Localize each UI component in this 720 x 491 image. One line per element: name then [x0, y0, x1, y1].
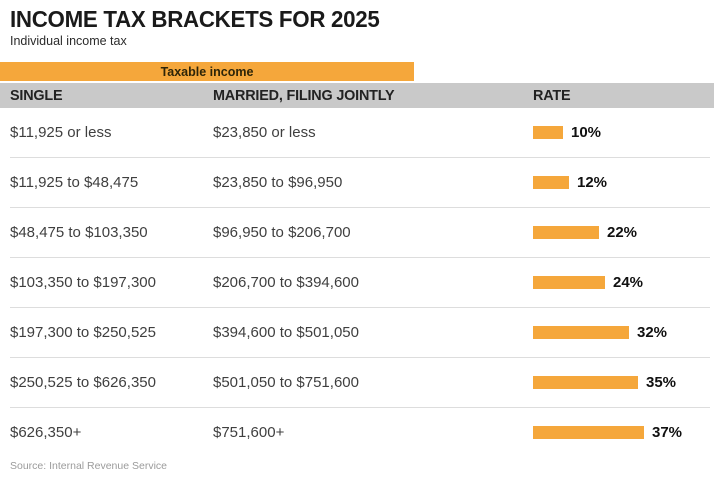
rate-cell: 32% — [533, 308, 667, 357]
single-bracket-value: $48,475 to $103,350 — [10, 224, 148, 241]
rate-cell: 10% — [533, 108, 601, 157]
table-row: $103,350 to $197,300 $206,700 to $394,60… — [0, 258, 720, 308]
rate-bar — [533, 376, 638, 389]
rate-bar — [533, 326, 629, 339]
table-row: $250,525 to $626,350 $501,050 to $751,60… — [0, 358, 720, 408]
rate-bar — [533, 126, 563, 139]
table-row: $197,300 to $250,525 $394,600 to $501,05… — [0, 308, 720, 358]
married-bracket-value: $501,050 to $751,600 — [213, 374, 359, 391]
source-attribution: Source: Internal Revenue Service — [10, 460, 168, 472]
rate-cell: 35% — [533, 358, 676, 407]
married-bracket-value: $394,600 to $501,050 — [213, 324, 359, 341]
rate-cell: 12% — [533, 158, 607, 207]
table-row: $48,475 to $103,350 $96,950 to $206,700 … — [0, 208, 720, 258]
rate-value: 37% — [652, 424, 683, 441]
married-bracket-value: $23,850 to $96,950 — [213, 174, 343, 191]
single-bracket-value: $250,525 to $626,350 — [10, 374, 156, 391]
single-bracket-value: $103,350 to $197,300 — [10, 274, 156, 291]
rate-cell: 24% — [533, 258, 643, 307]
rate-value: 35% — [646, 374, 677, 391]
married-bracket-value: $751,600+ — [213, 424, 285, 441]
rate-value: 32% — [637, 324, 668, 341]
table-header-row: SINGLE MARRIED, FILING JOINTLY RATE — [0, 83, 714, 108]
page-subtitle: Individual income tax — [10, 34, 127, 48]
page-title: INCOME TAX BRACKETS FOR 2025 — [10, 6, 380, 32]
rate-value: 10% — [571, 124, 602, 141]
taxable-income-band: Taxable income — [0, 62, 414, 81]
taxable-income-label: Taxable income — [160, 64, 254, 79]
table-row: $11,925 to $48,475 $23,850 to $96,950 12… — [0, 158, 720, 208]
married-bracket-value: $23,850 or less — [213, 124, 316, 141]
column-header-married: MARRIED, FILING JOINTLY — [213, 87, 395, 104]
single-bracket-value: $626,350+ — [10, 424, 82, 441]
table-body: $11,925 or less $23,850 or less 10% $11,… — [0, 108, 720, 458]
table-row: $11,925 or less $23,850 or less 10% — [0, 108, 720, 158]
rate-bar — [533, 426, 644, 439]
rate-bar — [533, 176, 569, 189]
single-bracket-value: $11,925 to $48,475 — [10, 174, 139, 191]
married-bracket-value: $96,950 to $206,700 — [213, 224, 351, 241]
single-bracket-value: $11,925 or less — [10, 124, 112, 141]
married-bracket-value: $206,700 to $394,600 — [213, 274, 359, 291]
rate-cell: 37% — [533, 408, 682, 457]
rate-value: 22% — [607, 224, 638, 241]
rate-value: 24% — [613, 274, 644, 291]
table-row: $626,350+ $751,600+ 37% — [0, 408, 720, 458]
rate-value: 12% — [577, 174, 608, 191]
rate-cell: 22% — [533, 208, 637, 257]
column-header-rate: RATE — [533, 87, 571, 104]
rate-bar — [533, 276, 605, 289]
single-bracket-value: $197,300 to $250,525 — [10, 324, 156, 341]
column-header-single: SINGLE — [10, 87, 63, 104]
rate-bar — [533, 226, 599, 239]
